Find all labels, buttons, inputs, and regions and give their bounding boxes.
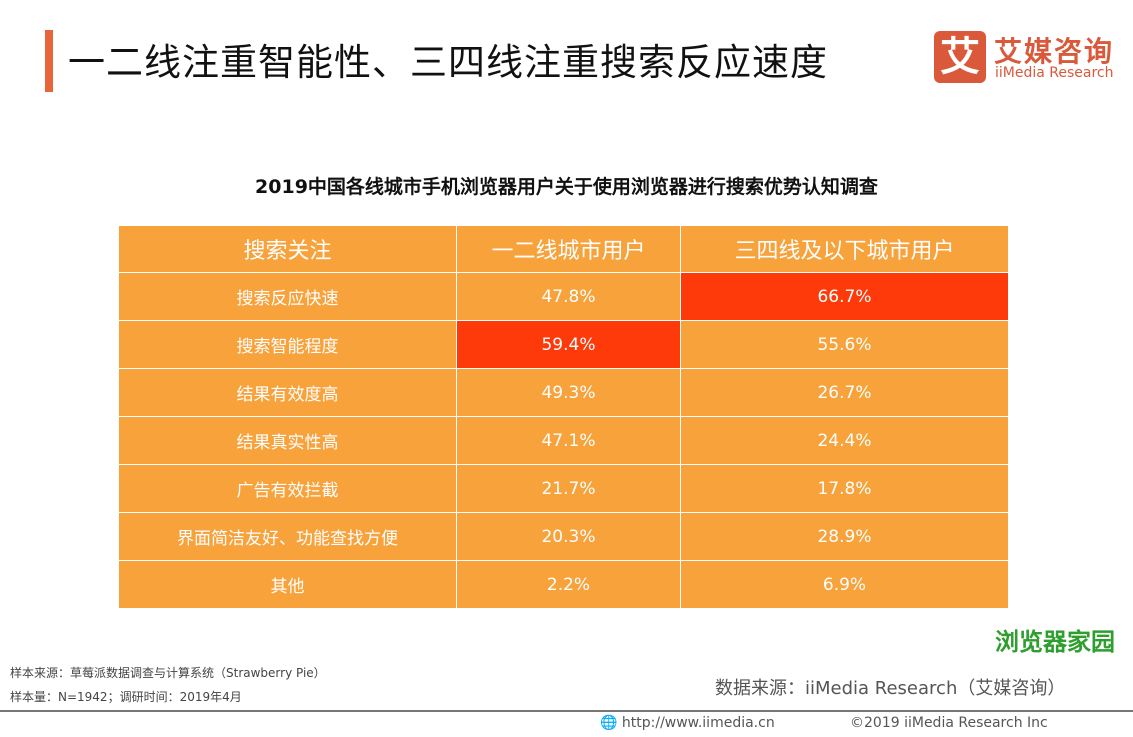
sample-source: 样本来源：草莓派数据调查与计算系统（Strawberry Pie） bbox=[10, 666, 326, 680]
table-row: 结果真实性高 47.1% 24.4% bbox=[118, 416, 1009, 465]
header-cell: 三四线及以下城市用户 bbox=[680, 225, 1009, 273]
logo-icon: 艾 bbox=[934, 31, 986, 83]
table-cell: 21.7% bbox=[456, 464, 681, 513]
table-cell: 26.7% bbox=[680, 368, 1009, 417]
table-row: 界面简洁友好、功能查找方便 20.3% 28.9% bbox=[118, 512, 1009, 561]
table-cell: 55.6% bbox=[680, 320, 1009, 369]
table-cell: 59.4% bbox=[456, 320, 681, 369]
table-row: 搜索反应快速 47.8% 66.7% bbox=[118, 272, 1009, 321]
table-row: 搜索智能程度 59.4% 55.6% bbox=[118, 320, 1009, 369]
table-cell: 20.3% bbox=[456, 512, 681, 561]
sample-size: 样本量：N=1942；调研时间：2019年4月 bbox=[10, 690, 242, 704]
title-accent-bar bbox=[45, 30, 53, 92]
data-source: 数据来源：iiMedia Research（艾媒咨询） bbox=[715, 678, 1066, 699]
url-text: http://www.iimedia.cn bbox=[621, 715, 775, 731]
table-cell: 其他 bbox=[118, 560, 457, 609]
table-cell: 结果有效度高 bbox=[118, 368, 457, 417]
table-cell: 搜索智能程度 bbox=[118, 320, 457, 369]
table-cell: 49.3% bbox=[456, 368, 681, 417]
copyright: ©2019 iiMedia Research Inc bbox=[850, 715, 1048, 731]
logo-text-cn: 艾媒咨询 bbox=[994, 35, 1115, 68]
table-cell: 2.2% bbox=[456, 560, 681, 609]
table-title: 2019中国各线城市手机浏览器用户关于使用浏览器进行搜索优势认知调查 bbox=[255, 176, 878, 198]
table-cell: 66.7% bbox=[680, 272, 1009, 321]
table-row: 其他 2.2% 6.9% bbox=[118, 560, 1009, 609]
table-cell: 47.1% bbox=[456, 416, 681, 465]
table-cell: 28.9% bbox=[680, 512, 1009, 561]
divider bbox=[0, 710, 1133, 712]
table-cell: 搜索反应快速 bbox=[118, 272, 457, 321]
page-title: 一二线注重智能性、三四线注重搜索反应速度 bbox=[68, 41, 828, 84]
table-cell: 47.8% bbox=[456, 272, 681, 321]
data-table: 搜索关注 一二线城市用户 三四线及以下城市用户 搜索反应快速 47.8% 66.7%… bbox=[118, 225, 1009, 609]
header-cell: 搜索关注 bbox=[118, 225, 457, 273]
watermark: 浏览器家园 bbox=[995, 628, 1115, 656]
globe-icon: 🌐 bbox=[600, 715, 618, 731]
table-row: 广告有效拦截 21.7% 17.8% bbox=[118, 464, 1009, 513]
table-cell: 结果真实性高 bbox=[118, 416, 457, 465]
table-row: 结果有效度高 49.3% 26.7% bbox=[118, 368, 1009, 417]
logo-text-en: iiMedia Research bbox=[995, 65, 1114, 81]
website-link[interactable]: 🌐 http://www.iimedia.cn bbox=[600, 715, 775, 731]
table-cell: 广告有效拦截 bbox=[118, 464, 457, 513]
header-cell: 一二线城市用户 bbox=[456, 225, 681, 273]
table-cell: 24.4% bbox=[680, 416, 1009, 465]
table-cell: 界面简洁友好、功能查找方便 bbox=[118, 512, 457, 561]
table-cell: 17.8% bbox=[680, 464, 1009, 513]
table-cell: 6.9% bbox=[680, 560, 1009, 609]
